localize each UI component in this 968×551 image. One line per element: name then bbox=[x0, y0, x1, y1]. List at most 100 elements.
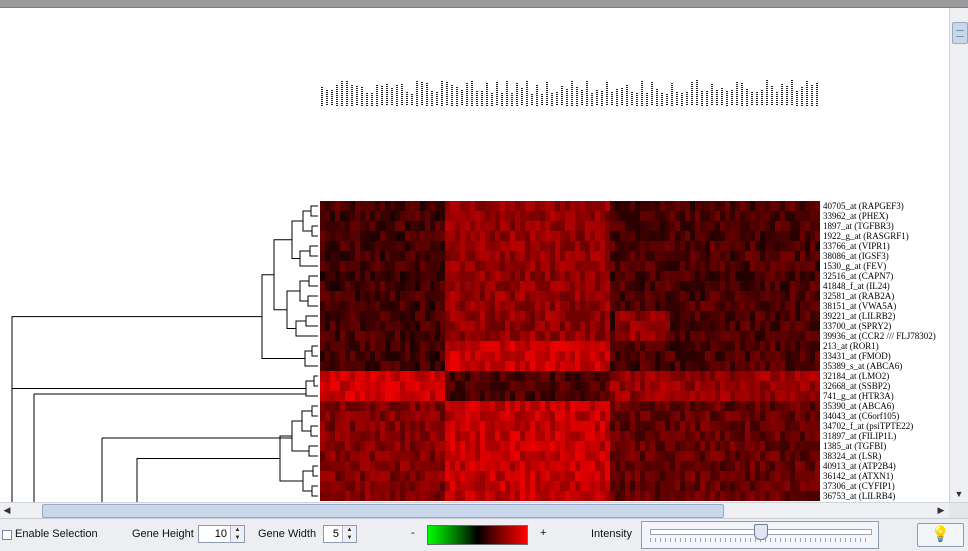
heatmap-cell[interactable] bbox=[435, 351, 440, 361]
lightbulb-button[interactable]: 💡 bbox=[917, 523, 964, 547]
heatmap-cell[interactable] bbox=[615, 311, 620, 321]
heatmap-cell[interactable] bbox=[540, 291, 545, 301]
heatmap-cell[interactable] bbox=[385, 491, 390, 501]
heatmap-cell[interactable] bbox=[515, 321, 520, 331]
heatmap-cell[interactable] bbox=[390, 201, 395, 211]
heatmap-cell[interactable] bbox=[345, 211, 350, 221]
heatmap-cell[interactable] bbox=[450, 481, 455, 491]
heatmap-cell[interactable] bbox=[445, 251, 450, 261]
heatmap-cell[interactable] bbox=[680, 491, 685, 501]
heatmap-cell[interactable] bbox=[605, 231, 610, 241]
heatmap-cell[interactable] bbox=[780, 481, 785, 491]
heatmap-cell[interactable] bbox=[455, 311, 460, 321]
heatmap-cell[interactable] bbox=[685, 381, 690, 391]
heatmap-cell[interactable] bbox=[480, 201, 485, 211]
heatmap-cell[interactable] bbox=[750, 221, 755, 231]
heatmap-cell[interactable] bbox=[470, 211, 475, 221]
heatmap-cell[interactable] bbox=[360, 351, 365, 361]
heatmap-cell[interactable] bbox=[795, 331, 800, 341]
heatmap-cell[interactable] bbox=[430, 491, 435, 501]
heatmap-cell[interactable] bbox=[785, 391, 790, 401]
heatmap-cell[interactable] bbox=[440, 261, 445, 271]
heatmap-cell[interactable] bbox=[555, 291, 560, 301]
heatmap-cell[interactable] bbox=[455, 301, 460, 311]
heatmap-cell[interactable] bbox=[690, 211, 695, 221]
heatmap-cell[interactable] bbox=[555, 241, 560, 251]
heatmap-cell[interactable] bbox=[590, 481, 595, 491]
heatmap-cell[interactable] bbox=[440, 441, 445, 451]
heatmap-cell[interactable] bbox=[420, 411, 425, 421]
heatmap-cell[interactable] bbox=[480, 371, 485, 381]
heatmap-cell[interactable] bbox=[545, 211, 550, 221]
heatmap-cell[interactable] bbox=[625, 361, 630, 371]
heatmap-cell[interactable] bbox=[795, 451, 800, 461]
heatmap-cell[interactable] bbox=[545, 431, 550, 441]
heatmap-cell[interactable] bbox=[360, 471, 365, 481]
heatmap-cell[interactable] bbox=[650, 251, 655, 261]
heatmap-cell[interactable] bbox=[445, 431, 450, 441]
heatmap-cell[interactable] bbox=[475, 471, 480, 481]
heatmap-cell[interactable] bbox=[625, 411, 630, 421]
heatmap-cell[interactable] bbox=[455, 441, 460, 451]
heatmap-cell[interactable] bbox=[780, 291, 785, 301]
heatmap-cell[interactable] bbox=[705, 451, 710, 461]
heatmap-cell[interactable] bbox=[320, 491, 325, 501]
heatmap-cell[interactable] bbox=[450, 291, 455, 301]
heatmap-cell[interactable] bbox=[320, 261, 325, 271]
heatmap-cell[interactable] bbox=[800, 291, 805, 301]
heatmap-cell[interactable] bbox=[760, 361, 765, 371]
heatmap-cell[interactable] bbox=[655, 301, 660, 311]
heatmap-cell[interactable] bbox=[330, 251, 335, 261]
heatmap-cell[interactable] bbox=[510, 401, 515, 411]
heatmap-cell[interactable] bbox=[325, 341, 330, 351]
heatmap-cell[interactable] bbox=[760, 311, 765, 321]
heatmap-cell[interactable] bbox=[780, 201, 785, 211]
heatmap-cell[interactable] bbox=[675, 361, 680, 371]
heatmap-cell[interactable] bbox=[655, 311, 660, 321]
heatmap-cell[interactable] bbox=[570, 221, 575, 231]
heatmap-cell[interactable] bbox=[575, 421, 580, 431]
heatmap-cell[interactable] bbox=[530, 211, 535, 221]
heatmap-cell[interactable] bbox=[580, 311, 585, 321]
heatmap-cell[interactable] bbox=[585, 451, 590, 461]
heatmap-cell[interactable] bbox=[340, 331, 345, 341]
heatmap-cell[interactable] bbox=[810, 381, 815, 391]
heatmap-cell[interactable] bbox=[755, 321, 760, 331]
heatmap-cell[interactable] bbox=[690, 281, 695, 291]
heatmap-cell[interactable] bbox=[590, 231, 595, 241]
heatmap-cell[interactable] bbox=[340, 391, 345, 401]
heatmap-cell[interactable] bbox=[755, 441, 760, 451]
heatmap-cell[interactable] bbox=[590, 391, 595, 401]
heatmap-cell[interactable] bbox=[400, 231, 405, 241]
heatmap-cell[interactable] bbox=[435, 341, 440, 351]
heatmap-cell[interactable] bbox=[755, 391, 760, 401]
heatmap-cell[interactable] bbox=[620, 221, 625, 231]
heatmap-cell[interactable] bbox=[400, 361, 405, 371]
heatmap-cell[interactable] bbox=[615, 341, 620, 351]
heatmap-cell[interactable] bbox=[440, 211, 445, 221]
heatmap-cell[interactable] bbox=[460, 231, 465, 241]
heatmap-cell[interactable] bbox=[555, 251, 560, 261]
heatmap-cell[interactable] bbox=[680, 461, 685, 471]
heatmap-cell[interactable] bbox=[655, 351, 660, 361]
heatmap-cell[interactable] bbox=[370, 391, 375, 401]
heatmap-cell[interactable] bbox=[345, 391, 350, 401]
heatmap-cell[interactable] bbox=[510, 391, 515, 401]
heatmap-cell[interactable] bbox=[325, 301, 330, 311]
heatmap-cell[interactable] bbox=[595, 481, 600, 491]
heatmap-cell[interactable] bbox=[670, 471, 675, 481]
heatmap-cell[interactable] bbox=[770, 451, 775, 461]
heatmap-cell[interactable] bbox=[695, 321, 700, 331]
heatmap-cell[interactable] bbox=[365, 451, 370, 461]
heatmap-cell[interactable] bbox=[390, 401, 395, 411]
heatmap-cell[interactable] bbox=[500, 441, 505, 451]
heatmap-cell[interactable] bbox=[485, 381, 490, 391]
heatmap-cell[interactable] bbox=[465, 421, 470, 431]
heatmap-cell[interactable] bbox=[340, 441, 345, 451]
heatmap-cell[interactable] bbox=[785, 231, 790, 241]
heatmap-cell[interactable] bbox=[565, 301, 570, 311]
heatmap-cell[interactable] bbox=[335, 281, 340, 291]
heatmap-cell[interactable] bbox=[515, 471, 520, 481]
heatmap-cell[interactable] bbox=[695, 241, 700, 251]
heatmap-cell[interactable] bbox=[770, 381, 775, 391]
